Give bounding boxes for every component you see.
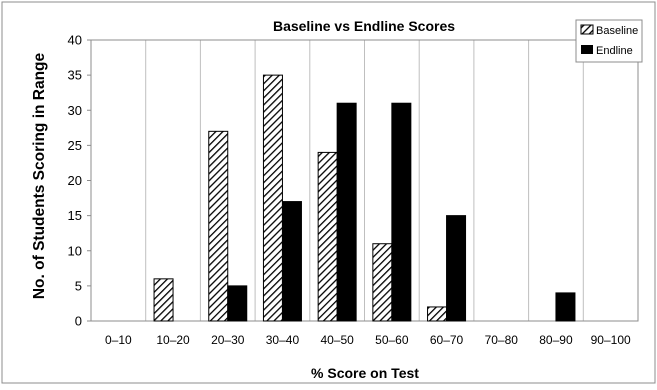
x-tick-label: 40–50 <box>320 333 354 347</box>
bar-endline <box>555 292 576 322</box>
bar-baseline <box>153 278 174 322</box>
x-tick-label: 0–10 <box>105 333 132 347</box>
y-tick-label: 35 <box>68 68 82 83</box>
x-tick-label: 70–80 <box>485 333 519 347</box>
chart-title: Baseline vs Endline Scores <box>273 18 455 34</box>
bar-endline <box>336 102 357 322</box>
y-axis-label: No. of Students Scoring in Range <box>31 52 48 299</box>
y-tick-label: 25 <box>68 138 82 153</box>
x-tick-label: 20–30 <box>211 333 245 347</box>
x-tick-label: 10–20 <box>156 333 190 347</box>
y-tick-label: 0 <box>75 314 82 329</box>
x-tick-label: 60–70 <box>430 333 464 347</box>
y-tick-label: 10 <box>68 243 82 258</box>
y-tick-label: 15 <box>68 208 82 223</box>
bar-endline <box>281 201 302 322</box>
bar-endline <box>446 215 467 322</box>
bar-baseline <box>262 74 283 322</box>
y-tick-label: 5 <box>75 278 82 293</box>
legend-swatch-baseline <box>580 24 594 35</box>
x-tick-label: 50–60 <box>375 333 409 347</box>
legend-label-baseline: Baseline <box>596 25 638 37</box>
x-tick-label: 30–40 <box>266 333 300 347</box>
bar-baseline <box>317 151 338 322</box>
y-tick-label: 40 <box>68 33 82 48</box>
bar-baseline <box>427 306 448 322</box>
bar-endline <box>227 285 248 322</box>
bar-endline <box>391 102 412 322</box>
y-tick-label: 20 <box>68 173 82 188</box>
x-tick-label: 80–90 <box>539 333 573 347</box>
bar-baseline <box>208 130 229 322</box>
x-tick-label: 90–100 <box>591 333 631 347</box>
legend: Baseline Endline <box>575 19 643 63</box>
legend-label-endline: Endline <box>596 45 633 57</box>
x-axis-label: % Score on Test <box>311 365 419 381</box>
plot-area: 0 5 10 15 20 25 30 35 40 0–10 10–20 20–30 30–40 40–50… <box>68 33 639 347</box>
y-tick-label: 30 <box>68 103 82 118</box>
bar-baseline <box>372 243 393 322</box>
legend-swatch-endline <box>581 45 593 54</box>
